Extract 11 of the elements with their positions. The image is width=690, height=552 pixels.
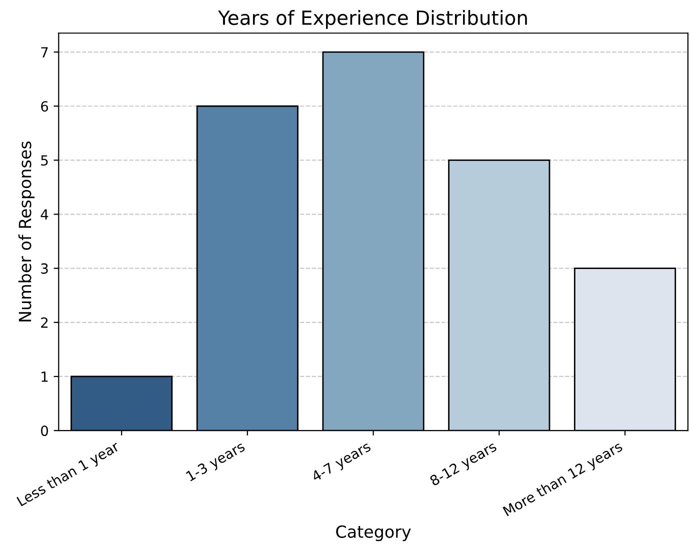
y-tick-label: 5 xyxy=(41,155,48,166)
chart-title: Years of Experience Distribution xyxy=(218,10,527,29)
y-tick-label: 3 xyxy=(41,263,48,274)
y-tick-label: 7 xyxy=(41,47,48,58)
y-tick-label: 2 xyxy=(41,317,48,328)
y-tick-label: 0 xyxy=(41,426,48,436)
y-axis-title: Number of Responses xyxy=(18,141,35,322)
x-axis-title: Category xyxy=(336,525,411,542)
y-tick-label: 1 xyxy=(42,372,48,382)
y-tick-label: 4 xyxy=(40,209,48,220)
y-tick-label: 6 xyxy=(41,101,48,112)
